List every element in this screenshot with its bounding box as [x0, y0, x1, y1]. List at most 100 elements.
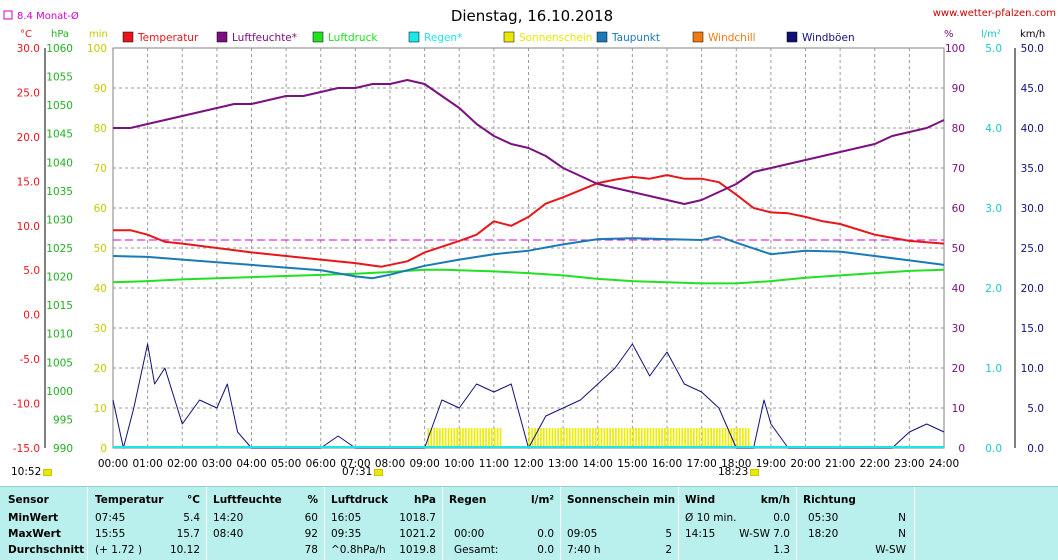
tick-temp: 15.0 [17, 176, 40, 188]
stats-cell-label: Durchschnitt [8, 544, 85, 556]
tick-temp: 0.0 [23, 310, 40, 322]
sun-icon [374, 468, 384, 476]
tick-temp: 25.0 [17, 87, 40, 99]
hdr-wind: Wind [685, 494, 716, 506]
tick-pressure: 1060 [46, 43, 73, 55]
sunshine-bar [609, 428, 611, 448]
stats-cell-dir-time: 18:20 [808, 528, 839, 540]
sunshine-bar [470, 428, 473, 448]
tick-rain: 2.0 [985, 283, 1002, 295]
hdr-dir: Richtung [803, 494, 856, 506]
sunshine-bar [577, 428, 580, 448]
sunshine-bar [742, 428, 744, 448]
tick-x: 06:00 [306, 458, 336, 470]
tick-wind: 40.0 [1021, 123, 1044, 135]
grid [112, 47, 945, 449]
tick-x: 05:00 [271, 458, 301, 470]
legend-label: Luftfeuchte* [232, 32, 297, 44]
sunshine-bar [641, 428, 643, 448]
sunrise-time: 07:31 [342, 466, 384, 478]
tick-x: 13:00 [548, 458, 578, 470]
stats-cell-dir-val: N [898, 528, 906, 540]
legend-swatch [216, 31, 228, 43]
sunshine-bar [594, 428, 597, 448]
sunshine-bar [586, 428, 588, 448]
sunshine-bar [736, 428, 738, 448]
tick-humidity: 90 [952, 83, 965, 95]
tick-sun: 90 [94, 83, 107, 95]
stats-cell-press-time: 16:05 [331, 512, 362, 524]
stats-cell-dir-val: N [898, 512, 906, 524]
sunshine-bar [496, 428, 499, 448]
stats-cell-sun-val: 5 [665, 528, 672, 540]
sunshine-bar [643, 428, 646, 448]
sunshine-bar [652, 428, 655, 448]
stats-cell-press-val: 1019.8 [399, 544, 436, 556]
sunshine-bar [493, 428, 496, 448]
tick-x: 22:00 [860, 458, 890, 470]
sunshine-bar [499, 428, 502, 448]
tick-humidity: 10 [952, 403, 965, 415]
unit-min: min [89, 29, 108, 40]
sunshine-bar [655, 428, 658, 448]
hdr-hum-unit: % [307, 494, 318, 506]
sunshine-bar [649, 428, 652, 448]
sunset-time: 18:23 [718, 466, 760, 478]
sunshine-bar [678, 428, 681, 448]
legend-label: Taupunkt [611, 32, 660, 44]
tick-pressure: 1015 [46, 300, 73, 312]
sunshine-bar [482, 428, 485, 448]
tick-sun: 0 [100, 443, 107, 455]
tick-x: 04:00 [236, 458, 266, 470]
sunshine-bar [646, 428, 649, 448]
legend-label: Sonnenschein [519, 32, 592, 44]
tick-wind: 50.0 [1021, 43, 1044, 55]
stats-cell-press-time: ^0.8hPa/h [331, 544, 386, 556]
tick-pressure: 990 [53, 443, 73, 455]
hdr-press: Luftdruck [331, 494, 389, 506]
sunshine-bar [687, 428, 689, 448]
site-link[interactable]: www.wetter-pfalzen.com [933, 8, 1056, 19]
unit-kmh: km/h [1020, 29, 1045, 40]
sunshine-bar [713, 428, 715, 448]
sunshine-bar [566, 428, 568, 448]
tick-humidity: 50 [952, 243, 965, 255]
tick-humidity: 100 [945, 43, 965, 55]
sunshine-bar [439, 428, 441, 448]
sunshine-bar [684, 428, 686, 448]
tick-x: 03:00 [202, 458, 232, 470]
sunshine-bar [739, 428, 741, 448]
stats-cell-dir-time: 05:30 [808, 512, 839, 524]
sun-icon [750, 468, 760, 476]
sunshine-bar [620, 428, 623, 448]
stats-cell-hum-time: 08:40 [213, 528, 244, 540]
sunshine-bar [707, 428, 710, 448]
stats-cell-hum-val: 60 [304, 512, 318, 524]
sunshine-bar [430, 428, 433, 448]
sunshine-bar [721, 428, 724, 448]
sunshine-bar [612, 428, 614, 448]
tick-pressure: 1055 [46, 72, 73, 84]
sunshine-bar [548, 428, 551, 448]
sunshine-bar [635, 428, 637, 448]
tick-rain: 1.0 [985, 363, 1002, 375]
tick-wind: 0.0 [1027, 443, 1044, 455]
tick-temp: 30.0 [17, 43, 40, 55]
legend-swatch [786, 31, 798, 43]
stats-divider [560, 487, 561, 560]
tick-wind: 30.0 [1021, 203, 1044, 215]
sunshine-bar [571, 428, 574, 448]
stats-cell-temp-val: 10.12 [169, 544, 200, 556]
tick-rain: 3.0 [985, 203, 1002, 215]
series-luftdruck [112, 268, 945, 285]
tick-humidity: 80 [952, 123, 965, 135]
sunshine-bar [540, 428, 542, 448]
legend-label: Luftdruck [328, 32, 378, 44]
tick-humidity: 40 [952, 283, 965, 295]
stats-cell-temp-time: (+ 1.72 ) [95, 544, 143, 556]
stats-cell-rain-val: 0.0 [537, 528, 554, 540]
tick-temp: 20.0 [17, 132, 40, 144]
tick-pressure: 1050 [46, 100, 73, 112]
sunshine-bar [583, 428, 586, 448]
tick-pressure: 1010 [46, 329, 73, 341]
